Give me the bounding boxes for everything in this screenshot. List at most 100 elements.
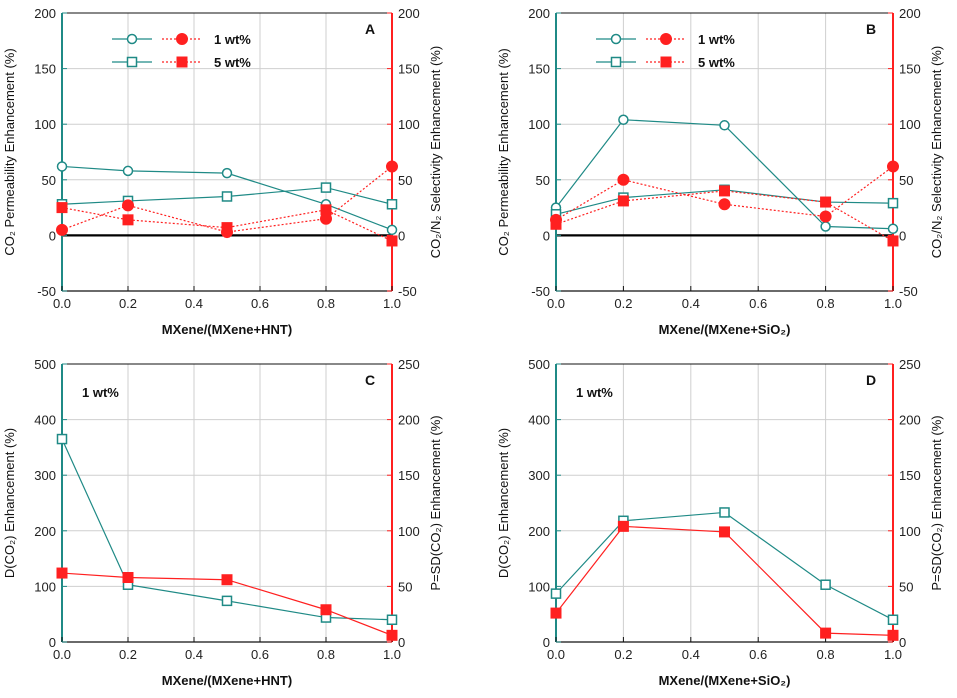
y-tick-label-right: -50	[398, 284, 417, 299]
chart-panel-a: 0.0 0.2 0.4 0.6 0.8 1.0-50050100150200-500501…	[2, 6, 443, 337]
data-point-s1-2	[221, 191, 233, 202]
data-point-s1-2	[221, 574, 233, 586]
x-tick-label: 0.0	[53, 647, 71, 662]
y-tick-label-right: 250	[398, 357, 420, 372]
y-axis-label-right: P=SD(CO₂) Enhancement (%)	[929, 415, 944, 590]
y-tick-label-left: 100	[528, 117, 550, 132]
x-tick-label: 1.0	[383, 647, 401, 662]
data-point-s0-0	[56, 161, 68, 172]
data-point-s2-1	[617, 173, 630, 186]
y-axis-label-left: D(CO₂) Enhancement (%)	[2, 428, 17, 578]
data-point-s1-4	[386, 629, 398, 641]
y-tick-label-left: 200	[528, 6, 550, 21]
y-tick-label-left: 200	[34, 524, 56, 539]
x-tick-label: 1.0	[383, 296, 401, 311]
panel-letter: A	[365, 21, 375, 37]
y-tick-label-left: 150	[34, 62, 56, 77]
y-tick-label-right: 200	[899, 413, 921, 428]
panel-annotation: 1 wt%	[82, 385, 119, 400]
data-point-s1-1	[122, 572, 134, 584]
y-tick-label-right: 50	[398, 173, 412, 188]
x-tick-label: 1.0	[884, 647, 902, 662]
data-point-s3-2	[719, 185, 730, 197]
data-point-s3-1	[617, 195, 629, 207]
y-tick-label-right: 0	[899, 635, 906, 650]
x-tick-label: 0.6	[251, 296, 269, 311]
y-tick-label-right: 0	[398, 635, 405, 650]
data-point-s0-0	[550, 588, 562, 599]
data-point-s1-2	[719, 526, 730, 538]
data-point-s0-4	[887, 614, 899, 626]
legend-label: 5 wt%	[698, 55, 735, 70]
y-tick-label-left: 400	[528, 413, 550, 428]
data-point-s1-1	[617, 520, 629, 532]
data-point-s3-3	[320, 204, 332, 216]
legend-label: 5 wt%	[214, 55, 251, 70]
legend-marker-filled	[660, 33, 672, 45]
data-point-s3-0	[550, 218, 562, 230]
x-tick-label: 0.4	[185, 647, 203, 662]
y-tick-label-right: 100	[899, 524, 921, 539]
legend-label: 1 wt%	[698, 32, 735, 47]
y-tick-label-left: 100	[34, 117, 56, 132]
x-tick-label: 0.8	[817, 647, 835, 662]
y-tick-label-right: 150	[899, 62, 921, 77]
x-tick-label: 1.0	[884, 296, 902, 311]
y-tick-label-right: 50	[398, 579, 412, 594]
x-tick-label: 0.0	[547, 296, 565, 311]
x-axis-label: MXene/(MXene+HNT)	[162, 322, 292, 337]
chart-panel-c: 0.0 0.2 0.4 0.6 0.8 1.00100200300400500050100…	[2, 357, 443, 688]
x-tick-label: 0.6	[251, 647, 269, 662]
x-tick-label: 0.4	[682, 296, 700, 311]
series-line-0	[61, 438, 393, 621]
y-tick-label-left: 0	[543, 228, 550, 243]
legend-marker-filled	[176, 33, 188, 45]
y-tick-label-right: 150	[899, 468, 921, 483]
data-point-s1-0	[550, 607, 562, 619]
y-tick-label-right: 250	[899, 357, 921, 372]
data-point-s1-4	[887, 197, 899, 209]
y-axis-label-left: D(CO₂) Enhancement (%)	[496, 428, 511, 578]
data-point-s2-0	[56, 223, 68, 236]
data-point-s0-1	[618, 114, 629, 126]
series-line-2	[555, 165, 894, 221]
y-tick-label-right: 150	[398, 62, 420, 77]
x-tick-label: 0.6	[749, 647, 767, 662]
data-point-s1-3	[820, 627, 832, 639]
data-point-s0-2	[719, 507, 730, 518]
x-tick-label: 0.8	[317, 296, 335, 311]
legend-marker-filled	[176, 56, 188, 68]
series-line-0	[555, 119, 894, 230]
data-point-s1-4	[887, 629, 899, 641]
y-tick-label-left: 50	[42, 173, 56, 188]
x-tick-label: 0.4	[185, 296, 203, 311]
y-axis-label-left: CO₂ Permeability Enhancement (%)	[2, 48, 17, 255]
data-point-s1-3	[320, 604, 332, 616]
legend-marker-filled	[660, 56, 672, 68]
data-point-s3-3	[820, 196, 832, 208]
y-tick-label-right: 50	[899, 173, 913, 188]
x-tick-label: 0.4	[682, 647, 700, 662]
legend-label: 1 wt%	[214, 32, 251, 47]
data-point-s0-2	[221, 167, 233, 179]
data-point-s0-3	[820, 579, 831, 590]
y-tick-label-right: 0	[899, 228, 906, 243]
data-point-s3-4	[386, 235, 398, 247]
data-point-s0-4	[386, 224, 398, 236]
y-tick-label-left: 50	[536, 173, 550, 188]
x-tick-label: 0.2	[614, 296, 632, 311]
x-tick-label: 0.0	[547, 647, 565, 662]
data-point-s0-0	[56, 433, 68, 445]
y-tick-label-right: 200	[398, 6, 420, 21]
data-point-s1-0	[56, 567, 68, 579]
y-tick-label-left: -50	[531, 284, 550, 299]
y-axis-label-right: CO₂/N₂ Selectivity Enhancement (%)	[428, 46, 443, 258]
y-tick-label-left: 300	[528, 468, 550, 483]
data-point-s2-3	[819, 210, 832, 223]
y-tick-label-left: 0	[543, 635, 550, 650]
x-tick-label: 0.8	[817, 296, 835, 311]
y-tick-label-left: 150	[528, 62, 550, 77]
x-tick-label: 0.2	[119, 647, 137, 662]
x-tick-label: 0.2	[614, 647, 632, 662]
